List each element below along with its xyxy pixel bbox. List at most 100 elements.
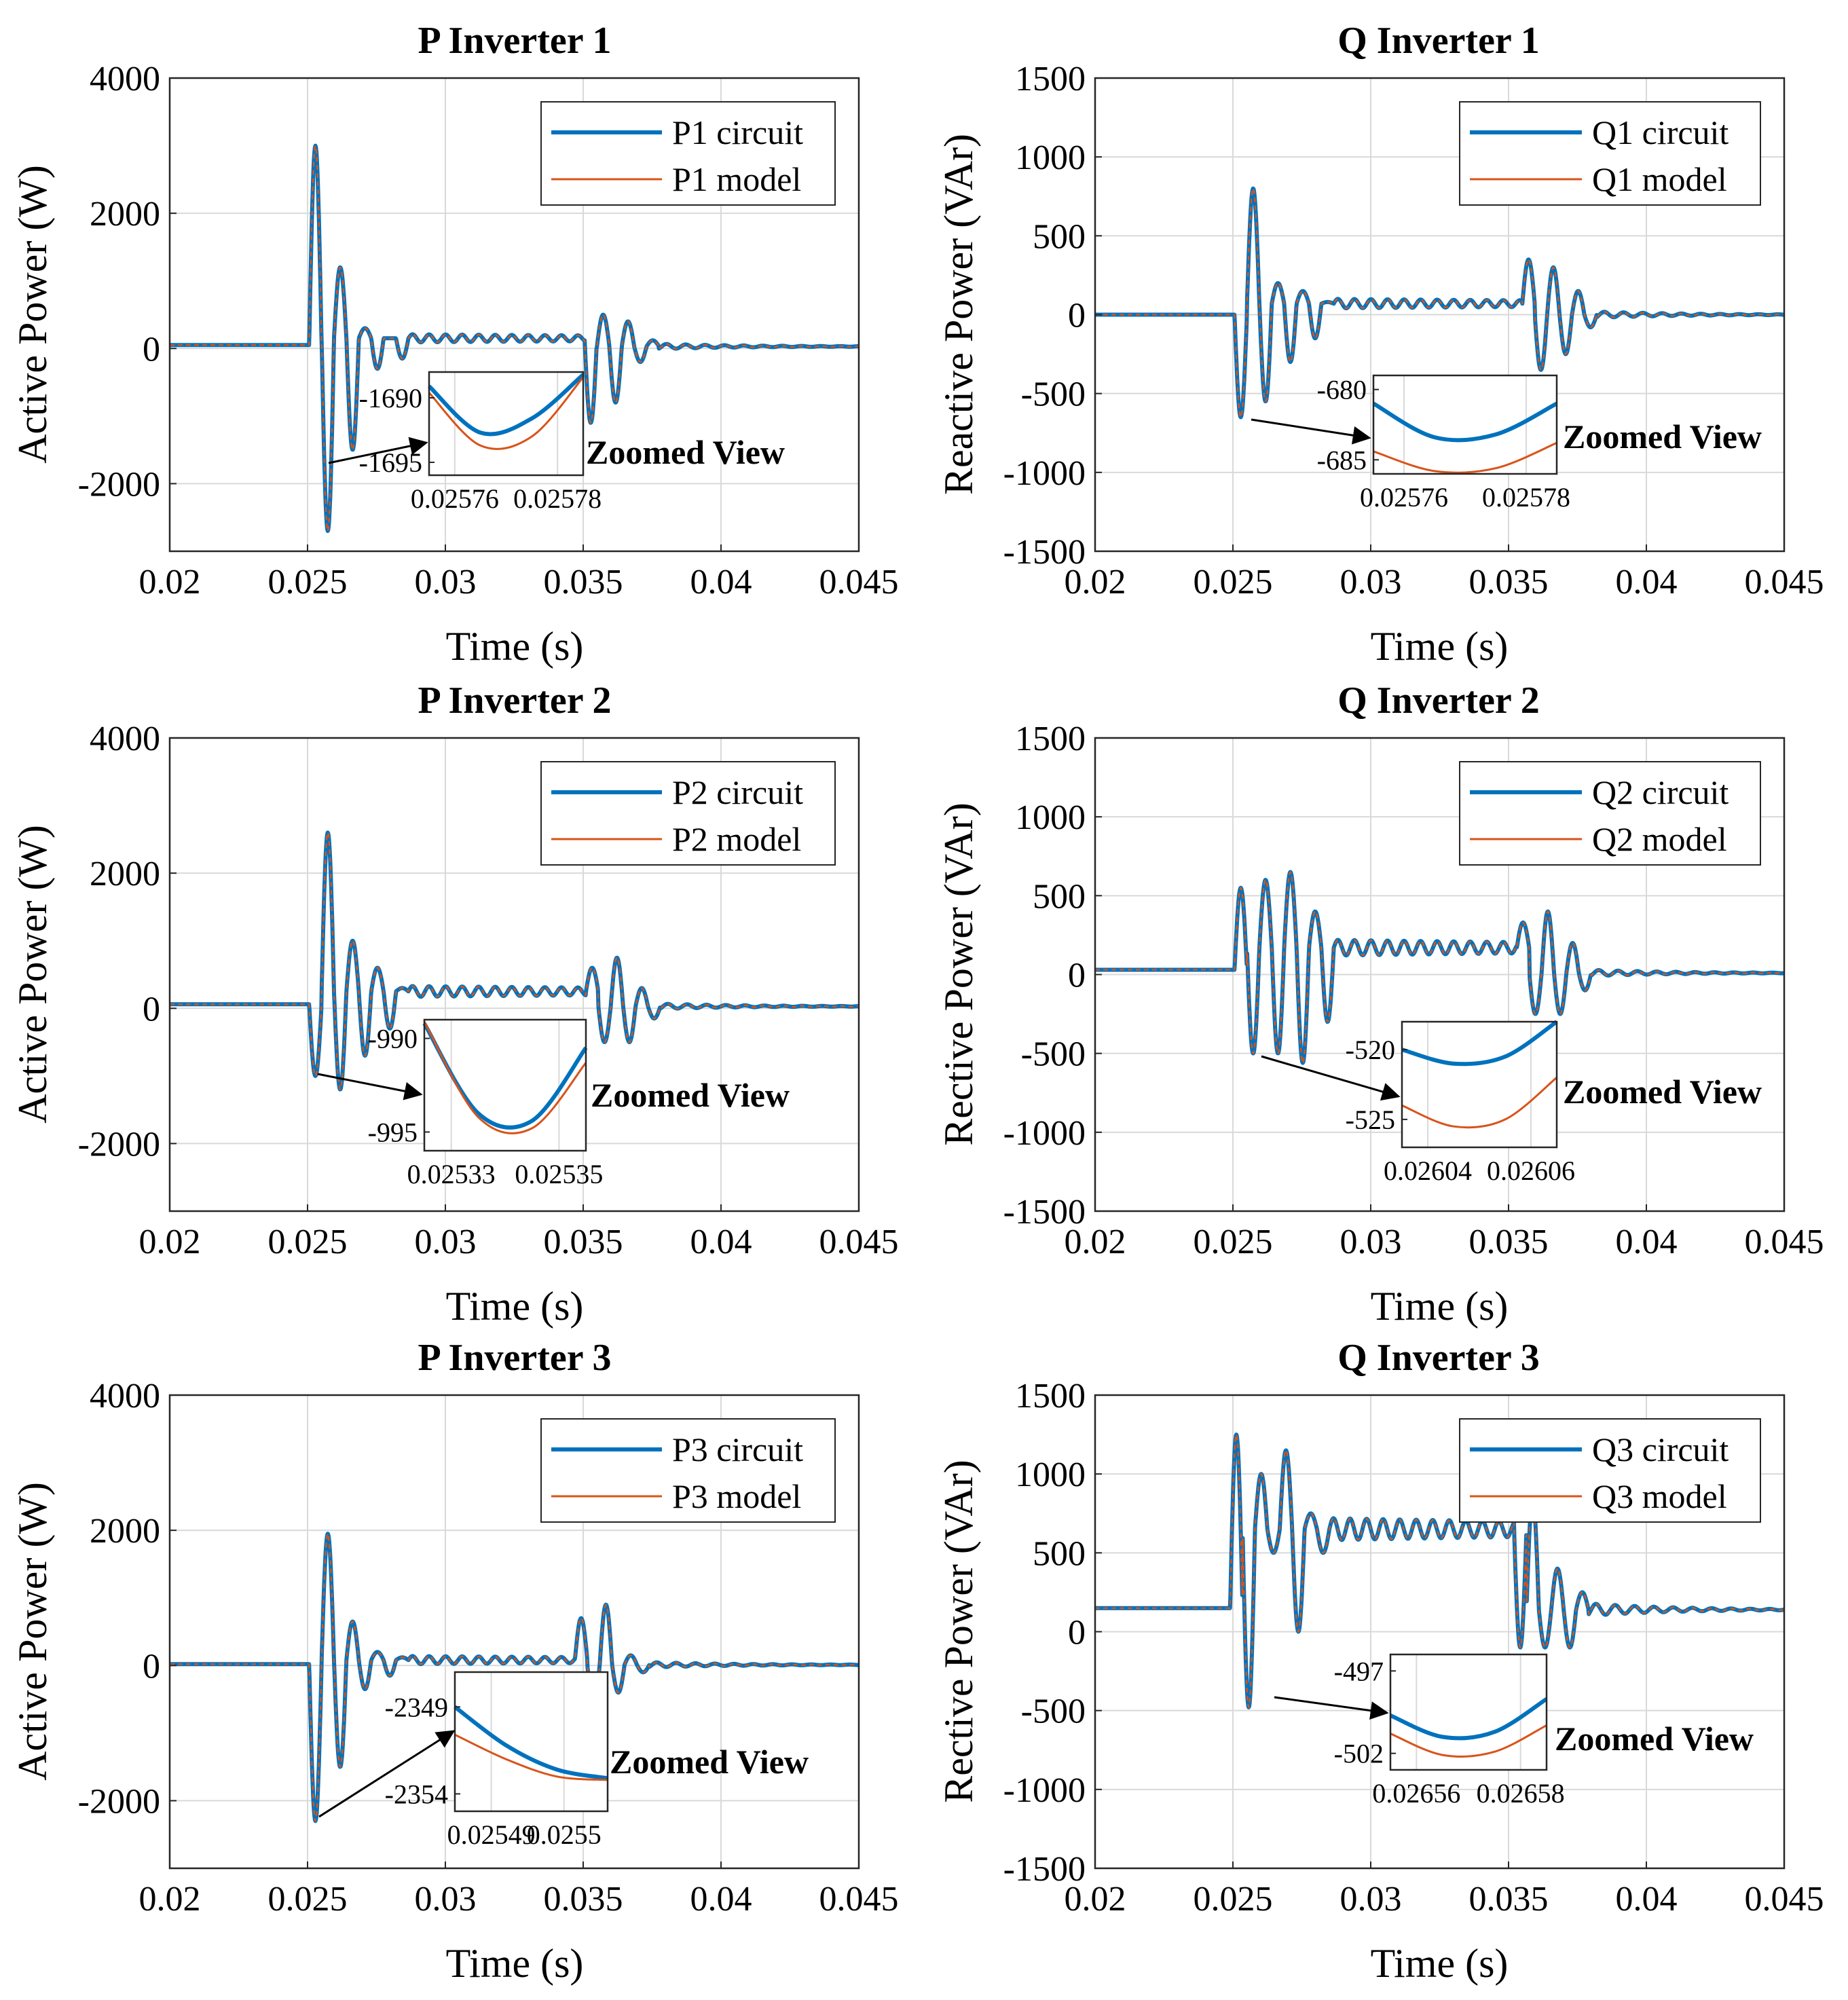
y-tick-labels: -2000 0 2000 4000: [78, 1377, 177, 1821]
x-tick-label: 0.04: [1616, 1880, 1678, 1919]
zoom-arrow: [328, 437, 428, 464]
legend-label-circuit: Q1 circuit: [1592, 113, 1729, 151]
x-tick-label: 0.045: [1745, 1880, 1824, 1919]
y-tick-label: 1000: [1015, 798, 1086, 837]
subplot-title: Q Inverter 2: [1337, 680, 1540, 722]
legend-label-model: P2 model: [672, 820, 801, 858]
legend: Q3 circuit Q3 model: [1459, 1418, 1761, 1523]
y-tick-label: 0: [143, 1647, 160, 1686]
legend-box: [1459, 761, 1761, 866]
series-line-model: [1094, 187, 1785, 418]
y-axis-label: Rective Power (VAr): [936, 1460, 981, 1802]
legend-label-model: Q1 model: [1592, 160, 1727, 198]
series-layer: [1093, 870, 1786, 1065]
x-axis-label: Time (s): [446, 624, 584, 669]
y-tick-label: -2000: [78, 1782, 160, 1821]
subplot-q-inverter-2: Q Inverter 2 0.02 0.025 0.03 0.035 0.04 0.045…: [936, 680, 1824, 1329]
zoom-inset: 0.02576 0.02578 -680 -685 Zoomed View: [1251, 375, 1762, 513]
y-tick-label: 4000: [90, 720, 160, 758]
x-tick-labels: 0.02 0.025 0.03 0.035 0.04 0.045: [1065, 1862, 1824, 1919]
y-tick-label: 0: [143, 990, 160, 1029]
inset-x-tick-labels: 0.02576 0.02578: [411, 483, 602, 514]
y-tick-label: -1500: [1003, 1850, 1086, 1889]
inset-line-circuit: [1401, 1020, 1558, 1067]
inset-line-circuit: [427, 373, 585, 437]
x-tick-label: 0.035: [1469, 563, 1549, 601]
y-tick-label: 0: [1068, 297, 1086, 335]
y-tick-labels: -1500 -1000 -500 0 500 1000 1500: [1003, 720, 1102, 1232]
y-axis-label: Reactive Power (VAr): [936, 134, 981, 495]
y-tick-label: 500: [1033, 1534, 1086, 1573]
x-tick-label: 0.025: [1194, 563, 1273, 601]
y-tick-label: -500: [1021, 1692, 1086, 1731]
zoom-arrow: [318, 1730, 456, 1818]
x-tick-label: 0.035: [1469, 1880, 1549, 1919]
y-axis-label: Active Power (W): [10, 825, 55, 1124]
zoom-arrow: [317, 1073, 423, 1100]
y-tick-label: 1000: [1015, 1456, 1086, 1494]
series-layer: [168, 1532, 861, 1823]
zoomed-view-label: Zoomed View: [586, 433, 785, 471]
x-tick-label: 0.025: [268, 1223, 348, 1261]
inset-y-tick-labels: -520 -525: [1346, 1035, 1407, 1135]
zoom-arrow: [1274, 1696, 1389, 1720]
y-tick-label: -1500: [1003, 1193, 1086, 1232]
inset-series: [1401, 1020, 1558, 1129]
legend: P1 circuit P1 model: [540, 101, 836, 206]
series-layer: [1093, 1432, 1786, 1709]
inset-plot-area: [1373, 375, 1557, 474]
x-tick-label: 0.04: [690, 1880, 752, 1919]
inset-x-tick-label: 0.02549: [447, 1819, 536, 1850]
inset-y-tick-labels: -990 -995: [368, 1024, 430, 1147]
inset-y-tick-labels: -2349 -2354: [385, 1692, 460, 1809]
subplot-title: P Inverter 2: [418, 680, 611, 722]
inset-grid: [490, 1672, 565, 1811]
legend: P3 circuit P3 model: [540, 1418, 836, 1523]
y-tick-label: 0: [1068, 1614, 1086, 1652]
inset-plot-area: [1390, 1654, 1547, 1770]
y-axis-label: Active Power (W): [10, 1482, 55, 1781]
subplot-p-inverter-3: P Inverter 3 0.02 0.025 0.03 0.035 0.04 0.045…: [10, 1337, 899, 1986]
inset-y-tick-label: -995: [368, 1117, 418, 1147]
inset-grid: [450, 1020, 560, 1151]
x-tick-label: 0.03: [1340, 563, 1402, 601]
series-layer: [168, 143, 861, 534]
x-tick-label: 0.03: [415, 1223, 477, 1261]
inset-x-tick-label: 0.0255: [527, 1819, 602, 1850]
legend-label-model: Q3 model: [1592, 1477, 1727, 1515]
x-tick-label: 0.04: [1616, 563, 1678, 601]
inset-y-tick-label: -680: [1317, 375, 1367, 405]
inset-y-tick-label: -2354: [385, 1779, 448, 1809]
x-tick-label: 0.02: [1065, 1880, 1126, 1919]
y-tick-label: 0: [1068, 957, 1086, 995]
subplot-title: P Inverter 3: [418, 1337, 611, 1379]
legend-label-circuit: P2 circuit: [672, 773, 803, 811]
zoomed-view-label: Zoomed View: [610, 1743, 809, 1781]
legend: Q2 circuit Q2 model: [1459, 761, 1761, 866]
inset-y-tick-labels: -680 -685: [1317, 375, 1379, 475]
subplot-title: Q Inverter 1: [1337, 20, 1540, 62]
inset-y-tick-label: -1690: [359, 383, 422, 413]
inset-grid: [1416, 1654, 1521, 1770]
inset-y-tick-label: -1695: [359, 447, 422, 478]
zoom-inset: 0.02576 0.02578 -1690 -1695 Zoomed View: [328, 371, 785, 514]
legend-label-model: Q2 model: [1592, 820, 1727, 858]
y-tick-label: 1500: [1015, 1377, 1086, 1415]
series-line-model: [169, 145, 860, 532]
series-layer: [1093, 186, 1786, 420]
x-axis-label: Time (s): [1371, 1284, 1509, 1329]
inset-x-tick-label: 0.02576: [1360, 482, 1448, 513]
axes-box: [168, 737, 860, 1212]
x-tick-label: 0.02: [139, 1880, 201, 1919]
x-tick-label: 0.02: [1065, 563, 1126, 601]
y-tick-label: -1000: [1003, 1114, 1086, 1153]
zoom-arrow: [1251, 418, 1371, 445]
inset-y-tick-labels: -1690 -1695: [359, 383, 435, 478]
inset-x-tick-labels: 0.02656 0.02658: [1372, 1778, 1564, 1809]
zoom-inset: 0.02533 0.02535 -990 -995 Zoomed View: [317, 1018, 790, 1189]
inset-x-tick-label: 0.02533: [407, 1159, 496, 1189]
legend-label-circuit: Q3 circuit: [1592, 1430, 1729, 1468]
inset-box: [428, 371, 585, 477]
